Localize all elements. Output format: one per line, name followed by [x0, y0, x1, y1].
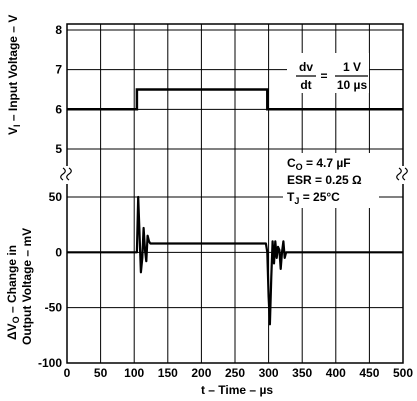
top-y-tick-label: 5	[55, 142, 62, 156]
equals-text: =	[320, 69, 327, 83]
top-y-tick-label: 7	[55, 63, 62, 77]
bottom-panel-y-ticks: 50 0 -50 -100	[38, 190, 62, 370]
bottom-y-tick-label: -50	[45, 301, 63, 315]
dv-text: dv	[299, 60, 313, 74]
rate-numerator: 1 V	[343, 60, 361, 74]
x-tick-label: 50	[94, 366, 108, 380]
bottom-y-tick-label: -100	[38, 356, 62, 370]
x-tick-label: 250	[225, 366, 245, 380]
x-tick-label: 200	[191, 366, 211, 380]
axis-break-left	[60, 166, 72, 184]
x-tick-label: 300	[259, 366, 279, 380]
bottom-y-tick-label: 0	[55, 245, 62, 259]
x-tick-label: 100	[124, 366, 144, 380]
x-tick-label: 0	[64, 366, 71, 380]
plot-frame	[66, 23, 404, 364]
x-tick-label: 150	[158, 366, 178, 380]
bottom-y-axis-label-line1: ΔVO – Change in	[5, 245, 21, 340]
dvdt-annotation: dv dt = 1 V 10 µs	[287, 53, 369, 93]
output-voltage-change-line	[67, 195, 403, 326]
conditions-annotation: CO = 4.7 µF ESR = 0.25 Ω TJ = 25°C	[283, 153, 379, 208]
x-axis-label: t – Time – µs	[201, 383, 273, 397]
top-panel-y-ticks: 8 7 6 5	[55, 23, 62, 156]
top-y-axis-label: VI – Input Voltage – V	[6, 15, 22, 135]
x-tick-label: 500	[393, 366, 413, 380]
top-y-tick-label: 6	[55, 102, 62, 116]
co-text: CO = 4.7 µF	[287, 156, 351, 172]
x-tick-label: 400	[326, 366, 346, 380]
dt-text: dt	[300, 78, 311, 92]
top-y-tick-label: 8	[55, 23, 62, 37]
tj-text: TJ = 25°C	[287, 190, 340, 206]
esr-text: ESR = 0.25 Ω	[287, 173, 362, 187]
series-lines	[67, 88, 403, 326]
input-voltage-line	[67, 88, 403, 111]
axis-break-right	[396, 166, 408, 184]
bottom-y-tick-label: 50	[49, 190, 63, 204]
bottom-y-axis-label-line2: Output Voltage – mV	[20, 228, 34, 345]
x-tick-label: 350	[292, 366, 312, 380]
x-tick-label: 450	[359, 366, 379, 380]
x-axis-ticks: 0 50 100 150 200 250 300 350 400 450 500	[64, 366, 414, 380]
rate-denominator: 10 µs	[337, 78, 368, 92]
